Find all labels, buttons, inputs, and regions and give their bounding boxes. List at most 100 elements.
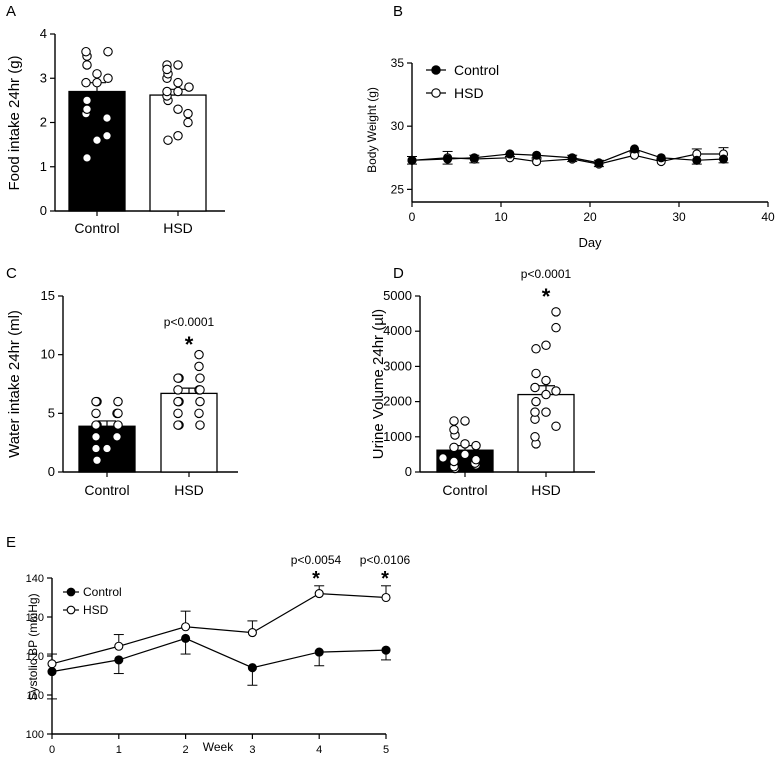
panel-e-point-control-0 — [47, 667, 57, 677]
panel-b-x-tick-label-1: 10 — [494, 210, 508, 224]
panel-a-point-control-9 — [103, 73, 113, 84]
panel-c-point-control-7 — [113, 420, 123, 430]
panel-letter-B: B — [393, 3, 403, 20]
panel-b-legend-control-label: Control — [454, 62, 499, 78]
panel-c-point-control-12 — [91, 396, 101, 407]
panel-c-point-control-4 — [91, 432, 101, 442]
panel-d-point-control-7 — [460, 449, 470, 460]
panel-d-point-hsd-7 — [541, 389, 551, 400]
panel-d-point-hsd-11 — [531, 368, 541, 379]
panel-a-point-control-14 — [103, 46, 113, 57]
panel-a-point-control-10 — [92, 69, 102, 79]
panel-a-point-hsd-15 — [162, 64, 172, 75]
panel-b-body-weight: Body Weight (g) Day Control HSD 25 30 35 0 1… — [365, 56, 775, 250]
panel-e-point-hsd-2 — [181, 622, 191, 632]
panel-c-point-hsd-9 — [173, 385, 183, 395]
panel-d-point-control-5 — [471, 454, 481, 465]
panel-c-point-control-1 — [102, 443, 112, 454]
panel-b-ylabel: Body Weight (g) — [365, 87, 379, 173]
panel-a-y-tick-label-3: 3 — [40, 70, 47, 85]
panel-e-point-control-5 — [381, 645, 391, 655]
panel-c-point-hsd-10 — [195, 385, 205, 395]
panel-d-pvalue: p<0.0001 — [521, 267, 572, 281]
panel-e-xlabel: Week — [203, 740, 234, 754]
panel-b-point-control-2 — [469, 153, 479, 163]
panel-a-point-control-7 — [92, 77, 102, 88]
panel-d-y-tick-label-1: 1000 — [383, 429, 412, 444]
panel-e-point-control-2 — [181, 633, 191, 644]
panel-a-point-hsd-9 — [184, 82, 194, 92]
panel-e-systolic-bp: Systolic BP (mmHg) Week Control HSD p<0.… — [26, 553, 411, 756]
panel-b-y-tick-label-2: 35 — [391, 56, 405, 70]
panel-a-y-tick-label-2: 2 — [40, 115, 47, 130]
panel-a-point-hsd-10 — [173, 77, 183, 88]
panel-d-y-tick-label-0: 0 — [405, 464, 412, 479]
panel-e-x-tick-label-1: 1 — [116, 744, 122, 755]
panel-e-ylabel: Systolic BP (mmHg) — [26, 593, 40, 700]
panel-e-legend-control-label: Control — [83, 585, 122, 599]
panel-b-point-control-6 — [594, 158, 604, 168]
panel-e-point-hsd-4 — [314, 589, 324, 599]
panel-d-ylabel: Urine Volume 24hr (µl) — [370, 309, 387, 459]
panel-a-point-control-1 — [92, 135, 102, 145]
panel-c-point-control-10 — [113, 408, 123, 419]
panel-d-point-hsd-4 — [541, 407, 551, 417]
panel-e-significance-star-week5: * — [381, 568, 389, 590]
panel-c-point-hsd-12 — [173, 373, 183, 383]
panel-a-point-hsd-8 — [162, 86, 172, 97]
panel-a-bar-hsd — [149, 94, 207, 212]
panel-b-point-control-7 — [629, 144, 640, 154]
panel-c-point-hsd-4 — [173, 408, 183, 419]
panel-d-point-hsd-6 — [531, 396, 541, 407]
panel-b-point-control-4 — [532, 150, 542, 160]
panel-a-point-hsd-2 — [183, 117, 193, 128]
panel-c-point-control-3 — [112, 432, 122, 442]
panel-e-series-line-control — [51, 637, 387, 673]
panel-c-point-control-13 — [113, 396, 123, 407]
panel-c-point-hsd-1 — [173, 420, 183, 430]
panel-d-point-hsd-5 — [530, 407, 540, 417]
panel-c-point-hsd-6 — [173, 396, 183, 407]
panel-e-series-line-hsd — [51, 592, 387, 665]
panel-d-y-tick-label-5: 5000 — [383, 288, 412, 303]
panel-d-urine-volume: Urine Volume 24hr (µl) Control HSD p<0.0… — [370, 267, 595, 498]
panel-a-y-tick-label-1: 1 — [40, 159, 47, 174]
panel-a-point-hsd-4 — [173, 104, 183, 114]
panel-b-point-control-9 — [692, 155, 702, 165]
panel-e-legend-control-marker — [66, 587, 76, 597]
panel-d-point-hsd-8 — [551, 386, 561, 396]
panel-c-y-tick-label-0: 0 — [48, 464, 55, 479]
panel-d-point-control-9 — [471, 440, 481, 451]
panel-e-y-tick-label-4: 140 — [26, 573, 44, 585]
panel-e-x-tick-label-4: 4 — [316, 744, 322, 755]
panel-b-point-control-5 — [567, 153, 577, 163]
panel-d-point-control-10 — [460, 439, 470, 449]
panel-b-point-control-3 — [505, 149, 515, 159]
panel-d-bar-hsd — [517, 393, 575, 473]
panel-a-point-hsd-13 — [173, 60, 183, 70]
panel-d-y-tick-label-2: 2000 — [383, 394, 412, 409]
panel-d-y-tick-label-4: 4000 — [383, 323, 412, 338]
panel-b-series-line-control — [411, 148, 724, 164]
panel-b-y-tick-label-1: 30 — [391, 119, 405, 133]
panel-a-point-control-13 — [81, 46, 91, 57]
panel-c-point-hsd-15 — [194, 349, 204, 360]
panel-d-point-hsd-15 — [551, 307, 561, 317]
panel-c-point-hsd-3 — [194, 408, 204, 419]
panel-b-legend-control-marker — [431, 65, 441, 75]
panel-a-bar-control — [68, 90, 126, 212]
panel-c-point-control-6 — [91, 420, 101, 430]
panel-b-point-control-1 — [443, 154, 453, 164]
panel-d-point-control-6 — [438, 453, 448, 463]
panel-e-y-tick-label-1: 110 — [26, 690, 44, 702]
panel-d-y-tick-label-3: 3000 — [383, 358, 412, 373]
panel-b-y-tick-label-0: 25 — [391, 182, 405, 196]
panel-a-y-tick-label-0: 0 — [40, 203, 47, 218]
panel-e-point-hsd-5 — [381, 592, 391, 603]
panel-d-point-hsd-1 — [530, 432, 540, 442]
panel-e-x-tick-label-3: 3 — [249, 744, 255, 755]
panel-a-point-control-2 — [102, 131, 112, 141]
panel-e-legend-hsd-label: HSD — [83, 603, 109, 617]
panel-c-y-tick-label-3: 15 — [41, 288, 55, 303]
